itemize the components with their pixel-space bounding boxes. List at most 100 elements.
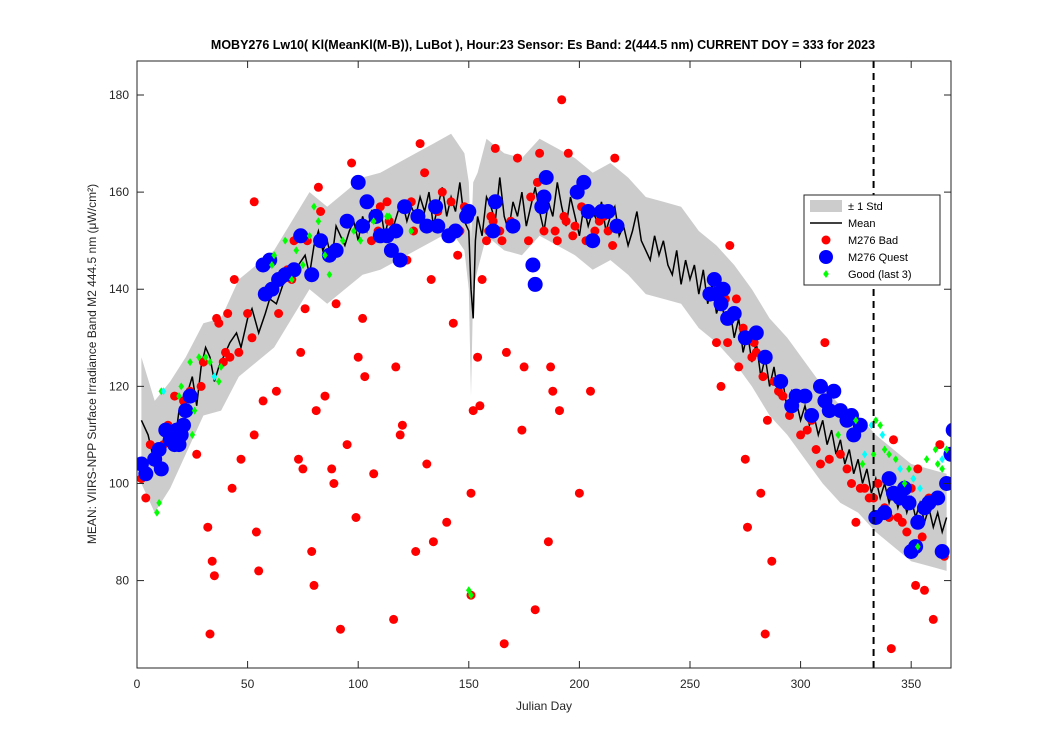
bad-point bbox=[535, 148, 545, 158]
bad-point bbox=[873, 479, 883, 488]
bad-point bbox=[420, 168, 430, 178]
bad-point bbox=[426, 275, 436, 284]
quest-point bbox=[428, 199, 444, 215]
good-point bbox=[886, 450, 892, 459]
bad-point bbox=[920, 585, 929, 595]
good-point bbox=[923, 455, 930, 464]
quest-point bbox=[881, 471, 897, 487]
y-axis-label: MEAN: VIIRS-NPP Surface Irradiance Band … bbox=[85, 184, 99, 544]
bad-point bbox=[816, 459, 825, 469]
bad-point bbox=[411, 547, 421, 556]
bad-point bbox=[391, 362, 401, 372]
x-tick-label: 50 bbox=[241, 677, 255, 691]
good-point bbox=[853, 416, 859, 425]
bad-point bbox=[796, 430, 806, 440]
bad-point bbox=[847, 479, 856, 488]
quest-point bbox=[706, 272, 722, 287]
bad-point bbox=[437, 187, 447, 197]
bad-point bbox=[446, 197, 456, 207]
y-tick-label: 140 bbox=[109, 282, 129, 296]
quest-point bbox=[350, 174, 366, 190]
chart-title: MOBY276 Lw10( Kl(MeanKl(M-B)), LuBot ), … bbox=[211, 38, 875, 52]
bad-point bbox=[442, 517, 452, 527]
quest-point bbox=[804, 408, 820, 423]
bad-point bbox=[351, 513, 361, 522]
legend-label: M276 Bad bbox=[848, 235, 898, 247]
points-layer bbox=[137, 95, 951, 654]
good-point bbox=[943, 445, 950, 454]
x-axis: 0 50 100 150 200 250 300 350 bbox=[134, 61, 922, 691]
good-point bbox=[350, 226, 357, 235]
bad-point bbox=[468, 406, 478, 416]
good-point bbox=[311, 202, 317, 211]
bad-point bbox=[234, 347, 244, 357]
quest-point bbox=[383, 242, 399, 258]
good-point bbox=[196, 353, 202, 362]
bad-point bbox=[347, 158, 357, 168]
bad-point bbox=[568, 231, 578, 241]
good-point bbox=[269, 260, 275, 269]
quest-point bbox=[797, 388, 813, 404]
bad-point bbox=[327, 464, 337, 474]
legend-bad-swatch bbox=[821, 235, 831, 245]
bad-point bbox=[258, 396, 268, 406]
bad-point bbox=[586, 386, 595, 396]
bad-point bbox=[513, 153, 522, 163]
good-point bbox=[357, 236, 364, 245]
quest-point bbox=[580, 204, 596, 219]
bad-point bbox=[935, 440, 945, 450]
bad-point bbox=[300, 304, 310, 314]
bad-point bbox=[734, 362, 744, 372]
bad-point bbox=[820, 338, 830, 348]
bad-point bbox=[928, 614, 938, 624]
bad-point bbox=[247, 333, 257, 343]
bad-point bbox=[422, 459, 432, 469]
good-point bbox=[207, 358, 213, 367]
bad-point bbox=[519, 362, 529, 372]
bad-point bbox=[608, 241, 618, 250]
good-point bbox=[870, 450, 877, 459]
x-tick-label: 300 bbox=[791, 677, 811, 691]
quest-point bbox=[826, 383, 842, 399]
quest-point bbox=[525, 257, 541, 273]
bad-point bbox=[477, 275, 487, 284]
bad-point bbox=[254, 566, 264, 576]
bad-point bbox=[360, 372, 370, 382]
bad-point bbox=[482, 236, 491, 246]
good-point bbox=[370, 217, 377, 226]
bad-point bbox=[712, 338, 721, 348]
bad-point bbox=[563, 148, 573, 158]
quest-point bbox=[448, 223, 463, 239]
bad-point bbox=[389, 614, 399, 624]
bad-point bbox=[475, 401, 485, 411]
bad-point bbox=[249, 430, 259, 440]
quest-point bbox=[901, 495, 917, 511]
good-point bbox=[386, 212, 392, 221]
quest-point bbox=[505, 218, 521, 234]
y-tick-label: 100 bbox=[109, 476, 129, 490]
quest-point bbox=[355, 218, 371, 234]
bad-point bbox=[897, 517, 907, 527]
quest-point bbox=[461, 204, 477, 219]
good-point bbox=[271, 251, 277, 260]
quest-point bbox=[757, 349, 773, 365]
good-point bbox=[906, 464, 912, 473]
bad-point bbox=[311, 406, 321, 416]
good-point bbox=[189, 430, 196, 439]
bad-point bbox=[756, 488, 766, 498]
bad-point bbox=[225, 352, 235, 362]
bad-point bbox=[778, 391, 788, 401]
bad-point bbox=[911, 580, 921, 590]
good-point bbox=[934, 460, 941, 469]
good-point-cyan bbox=[910, 474, 917, 483]
quest-point bbox=[419, 218, 435, 234]
bad-point bbox=[555, 406, 564, 416]
bad-point bbox=[196, 381, 206, 391]
x-tick-label: 150 bbox=[459, 677, 479, 691]
bad-point bbox=[375, 202, 385, 212]
quest-point bbox=[713, 296, 729, 312]
good-point bbox=[293, 246, 300, 255]
bad-point bbox=[227, 483, 237, 493]
bad-point bbox=[725, 241, 735, 250]
